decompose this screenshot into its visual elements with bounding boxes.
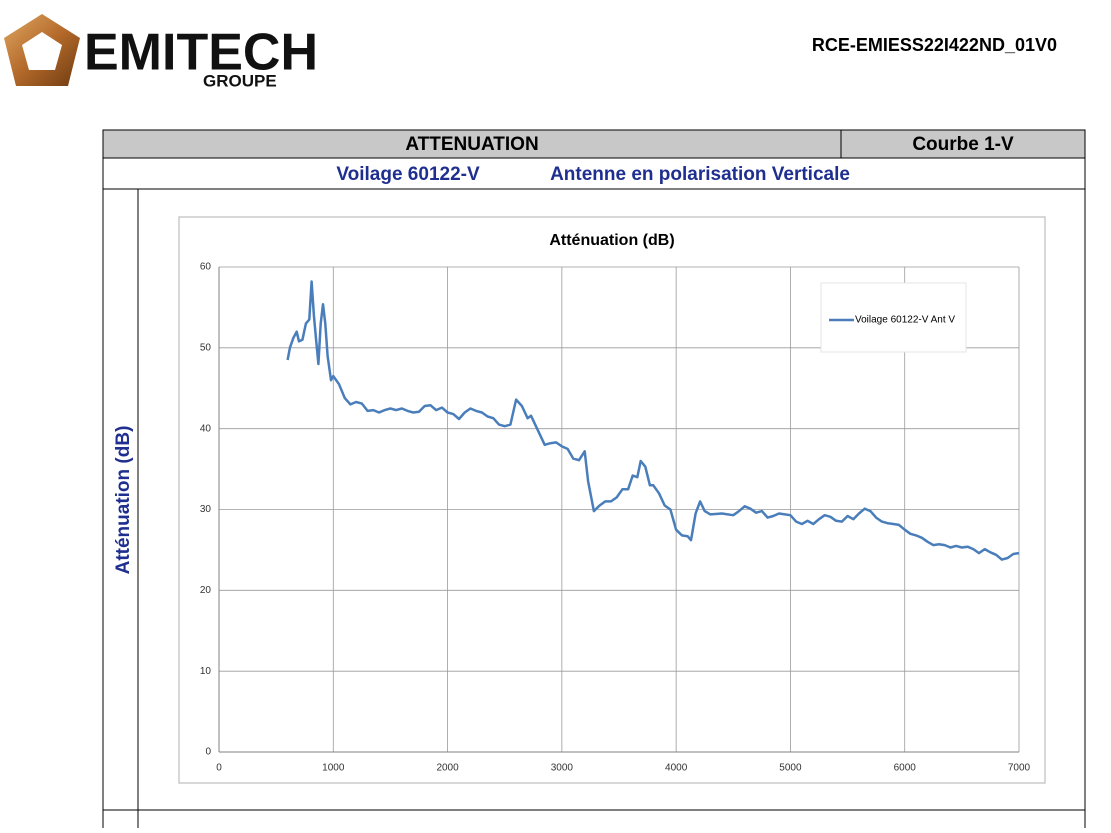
x-tick-label: 7000 (1008, 763, 1031, 774)
y-axis-label: Atténuation (dB) (113, 426, 134, 575)
document-reference: RCE-EMIESS22I422ND_01V0 (812, 35, 1057, 55)
antenna-polarisation: Antenne en polarisation Verticale (550, 164, 850, 185)
y-tick-label: 10 (200, 666, 212, 677)
legend-box (820, 282, 967, 353)
x-tick-label: 2000 (436, 763, 459, 774)
x-tick-label: 5000 (779, 763, 802, 774)
plot-area: 0 10 20 30 40 50 60 0 1000 2000 3000 4000 5000 6000 70… (200, 262, 1031, 774)
x-tick-label: 0 (216, 763, 222, 774)
x-tick-label: 4000 (665, 763, 688, 774)
table (102, 129, 1086, 828)
y-tick-label: 60 (200, 262, 212, 273)
chart-title: Atténuation (dB) (549, 232, 674, 249)
y-tick-label: 40 (200, 423, 212, 434)
x-tick-label: 3000 (551, 763, 574, 774)
logo-subtext: GROUPE (203, 71, 277, 90)
curve-label: Courbe 1-V (912, 134, 1014, 155)
legend-label: Voilage 60122-V Ant V (855, 315, 955, 326)
logo: EMITECH GROUPE (4, 14, 318, 90)
table-title: ATTENUATION (405, 134, 538, 155)
x-tick-label: 1000 (322, 763, 345, 774)
data-line (286, 280, 1020, 561)
x-tick-label: 6000 (894, 763, 917, 774)
logo-text: EMITECH (84, 24, 318, 82)
table-header-row (102, 129, 1086, 159)
y-tick-label: 0 (205, 747, 211, 758)
sample-name: Voilage 60122-V (336, 164, 480, 185)
y-tick-label: 30 (200, 504, 212, 515)
y-tick-label: 50 (200, 342, 212, 353)
logo-pentagon-inner (22, 32, 62, 70)
y-tick-label: 20 (200, 585, 212, 596)
